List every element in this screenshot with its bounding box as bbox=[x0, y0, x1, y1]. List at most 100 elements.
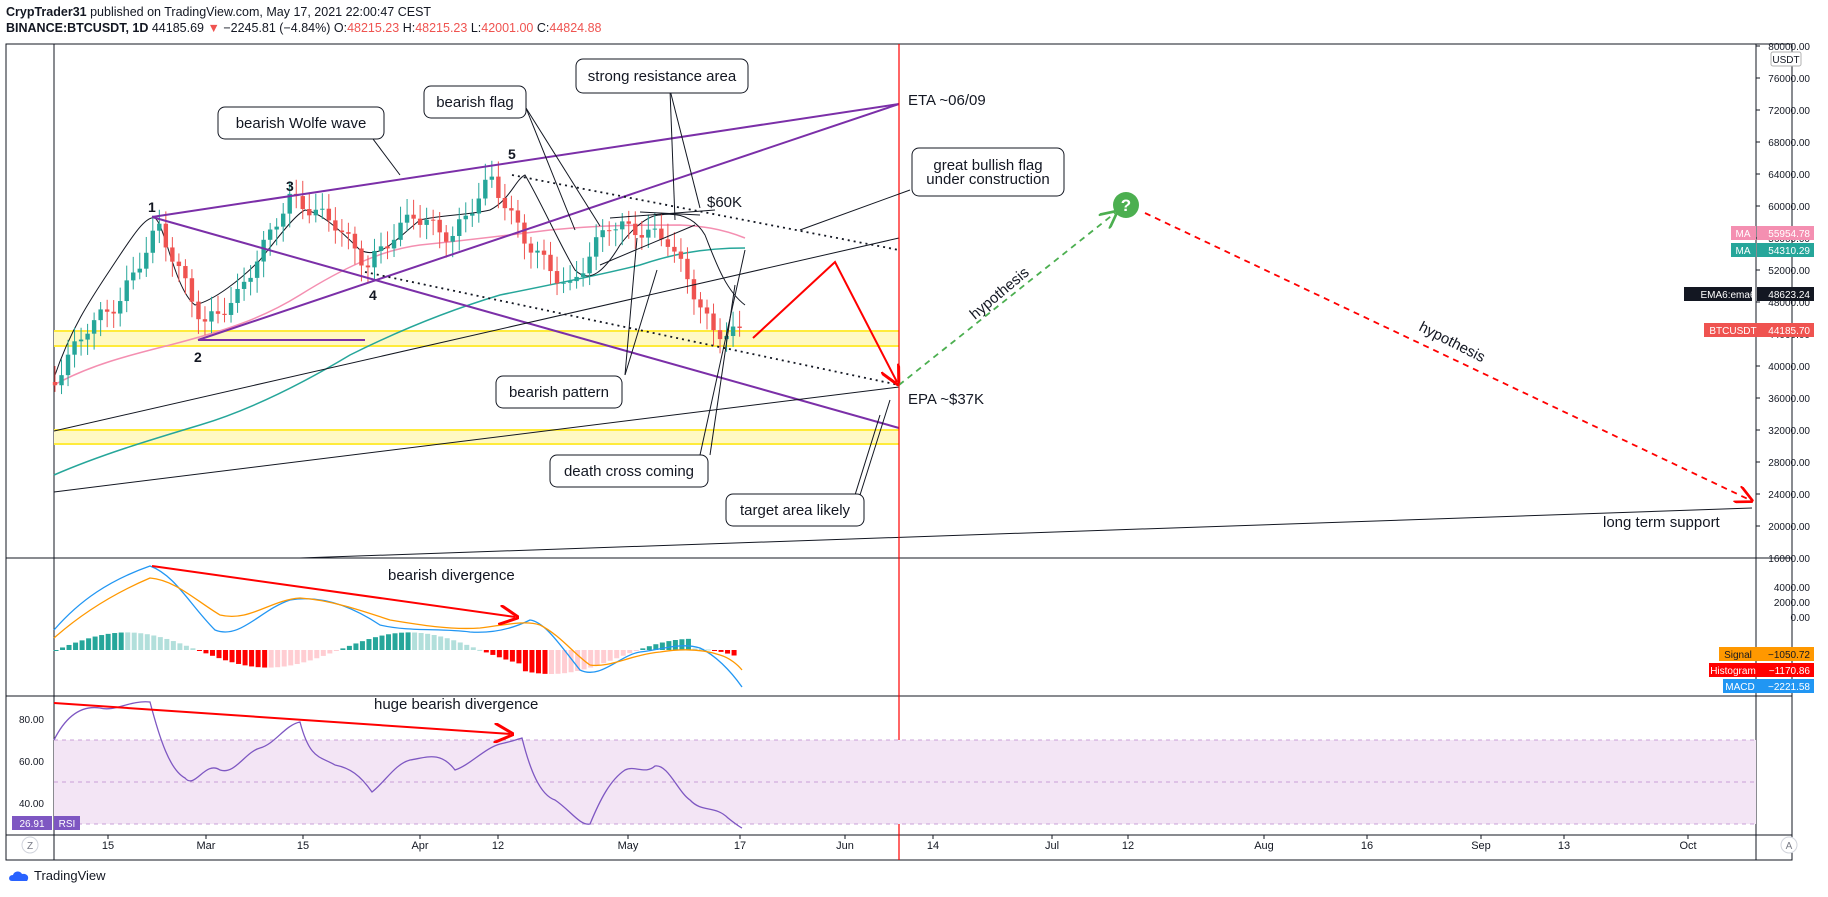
candle bbox=[352, 226, 358, 265]
macd-histogram-bar bbox=[275, 650, 281, 668]
candle bbox=[313, 193, 318, 223]
chart-header: CrypTrader31 published on TradingView.co… bbox=[6, 4, 602, 36]
candle bbox=[404, 198, 410, 232]
macd-histogram-bar bbox=[392, 633, 398, 650]
price-tick-label: 72000.00 bbox=[1768, 106, 1810, 117]
callout-note[interactable]: bearish flag bbox=[423, 85, 527, 119]
candle bbox=[463, 202, 468, 233]
candle bbox=[65, 339, 71, 387]
macd-histogram-bar bbox=[399, 632, 405, 650]
candle bbox=[281, 202, 286, 242]
price-label-tag: EMA6:ema6 48623.24 bbox=[1684, 287, 1814, 301]
callout-note[interactable]: target area likely bbox=[725, 493, 865, 527]
callout-boxes[interactable]: bearish Wolfe wave bearish flag strong res… bbox=[217, 58, 1065, 527]
plain-labels: $60K ETA ~06/09 EPA ~$37K hypothesis hyp… bbox=[707, 92, 1721, 531]
macd-histogram-bar bbox=[314, 650, 320, 659]
candle bbox=[189, 269, 195, 318]
candle bbox=[652, 212, 658, 238]
corner-buttons[interactable]: Z A bbox=[21, 836, 1798, 854]
candle bbox=[437, 212, 442, 249]
down-arrow-icon: ▼ bbox=[207, 21, 220, 35]
macd-histogram-bar bbox=[307, 650, 313, 661]
macd-histogram-bar bbox=[177, 643, 183, 650]
price-label-tag: BTCUSDT 44185.70 bbox=[1704, 323, 1814, 337]
price-change: −2245.81 (−4.84%) bbox=[223, 21, 331, 35]
macd-histogram-bar bbox=[281, 650, 287, 667]
price-tick-label: 36000.00 bbox=[1768, 394, 1810, 405]
macd-histogram-bar bbox=[594, 650, 600, 666]
macd-histogram-bar bbox=[509, 650, 515, 662]
candle bbox=[59, 359, 64, 395]
candle bbox=[124, 265, 129, 313]
macd-histogram-bar bbox=[209, 650, 215, 656]
callout-note[interactable]: death cross coming bbox=[549, 454, 709, 488]
candle bbox=[300, 180, 305, 220]
signal-line bbox=[53, 577, 743, 671]
macd-tick-label: 4000.00 bbox=[1774, 583, 1811, 594]
macd-pane[interactable]: 4000.00 2000.00 0.00 Signal −1050.72 Histogra… bbox=[53, 565, 1815, 693]
candle bbox=[333, 207, 338, 244]
price-tick-label: 40000.00 bbox=[1768, 362, 1810, 373]
time-axis[interactable]: 15 Mar 15 Apr 12 May 17 Jun 14 Jul 12 Aug 16 Sep 13 Oct bbox=[102, 835, 1697, 852]
callout-note[interactable]: bearish Wolfe wave bbox=[217, 106, 385, 140]
candle bbox=[717, 318, 723, 354]
candle bbox=[372, 238, 377, 282]
candle bbox=[131, 256, 136, 290]
macd-histogram-bar bbox=[457, 642, 463, 650]
candle bbox=[320, 193, 325, 220]
price-tick-label: 32000.00 bbox=[1768, 426, 1810, 437]
projection-zigzag bbox=[752, 260, 897, 382]
time-tick-label: 12 bbox=[492, 840, 504, 852]
macd-tick-label: 2000.00 bbox=[1774, 598, 1811, 609]
high-value: 48215.23 bbox=[415, 21, 468, 35]
candle bbox=[711, 303, 716, 346]
label-hypothesis-1: hypothesis bbox=[967, 264, 1033, 323]
macd-histogram-bar bbox=[712, 650, 718, 651]
price-tick-label: 76000.00 bbox=[1768, 74, 1810, 85]
macd-histogram-bar bbox=[575, 650, 581, 671]
rsi-annotation: huge bearish divergence bbox=[374, 696, 538, 713]
price-label-tag: MA 54310.29 bbox=[1731, 243, 1814, 257]
high-label: H: bbox=[402, 21, 416, 35]
time-tick-label: 17 bbox=[734, 840, 746, 852]
label-60k: $60K bbox=[707, 194, 742, 211]
macd-histogram-bar bbox=[568, 650, 574, 673]
axis-left-button: Z bbox=[27, 841, 33, 852]
callout-note[interactable]: bearish pattern bbox=[495, 375, 623, 409]
label-hypothesis-2: hypothesis bbox=[1416, 318, 1488, 366]
macd-histogram-bar bbox=[477, 649, 483, 651]
candle bbox=[730, 311, 736, 347]
price-tick-label: 52000.00 bbox=[1768, 266, 1810, 277]
macd-histogram-bar bbox=[196, 650, 202, 651]
macd-histogram-bar bbox=[340, 648, 346, 650]
macd-histogram-bar bbox=[620, 650, 626, 656]
candle bbox=[509, 195, 514, 225]
publisher-name[interactable]: CrypTrader31 bbox=[6, 5, 87, 19]
macd-series-value-tag bbox=[1757, 679, 1814, 693]
symbol-label[interactable]: BINANCE:BTCUSDT, 1D bbox=[6, 21, 149, 35]
macd-histogram-bar bbox=[53, 650, 59, 651]
macd-histogram-bar bbox=[425, 633, 431, 650]
tradingview-logo[interactable]: TradingView bbox=[8, 868, 106, 883]
time-tick-label: 13 bbox=[1558, 840, 1570, 852]
callout-note[interactable]: strong resistance area bbox=[575, 58, 749, 94]
macd-tick-label: 0.00 bbox=[1791, 613, 1811, 624]
macd-series-value: −1170.86 bbox=[1769, 666, 1811, 677]
macd-histogram-bar bbox=[666, 641, 672, 650]
macd-histogram-bar bbox=[588, 650, 594, 668]
hypothesis-green-path bbox=[898, 213, 1115, 386]
callout-note-text: target area likely bbox=[740, 502, 851, 519]
candle bbox=[215, 295, 221, 324]
candle bbox=[528, 236, 534, 269]
rsi-pane[interactable]: 80.00 60.00 40.00 26.91 RSI bbox=[12, 701, 1756, 830]
callout-note-text: bearish Wolfe wave bbox=[236, 115, 367, 132]
macd-histogram-bar bbox=[125, 632, 131, 650]
macd-histogram-bar bbox=[412, 632, 418, 650]
price-axis[interactable]: 80000.00 76000.00 72000.00 68000.00 64000.00… bbox=[1756, 42, 1810, 565]
macd-histogram-bar bbox=[503, 650, 509, 660]
candle bbox=[639, 221, 644, 250]
candle bbox=[248, 265, 253, 296]
candle bbox=[209, 296, 214, 334]
